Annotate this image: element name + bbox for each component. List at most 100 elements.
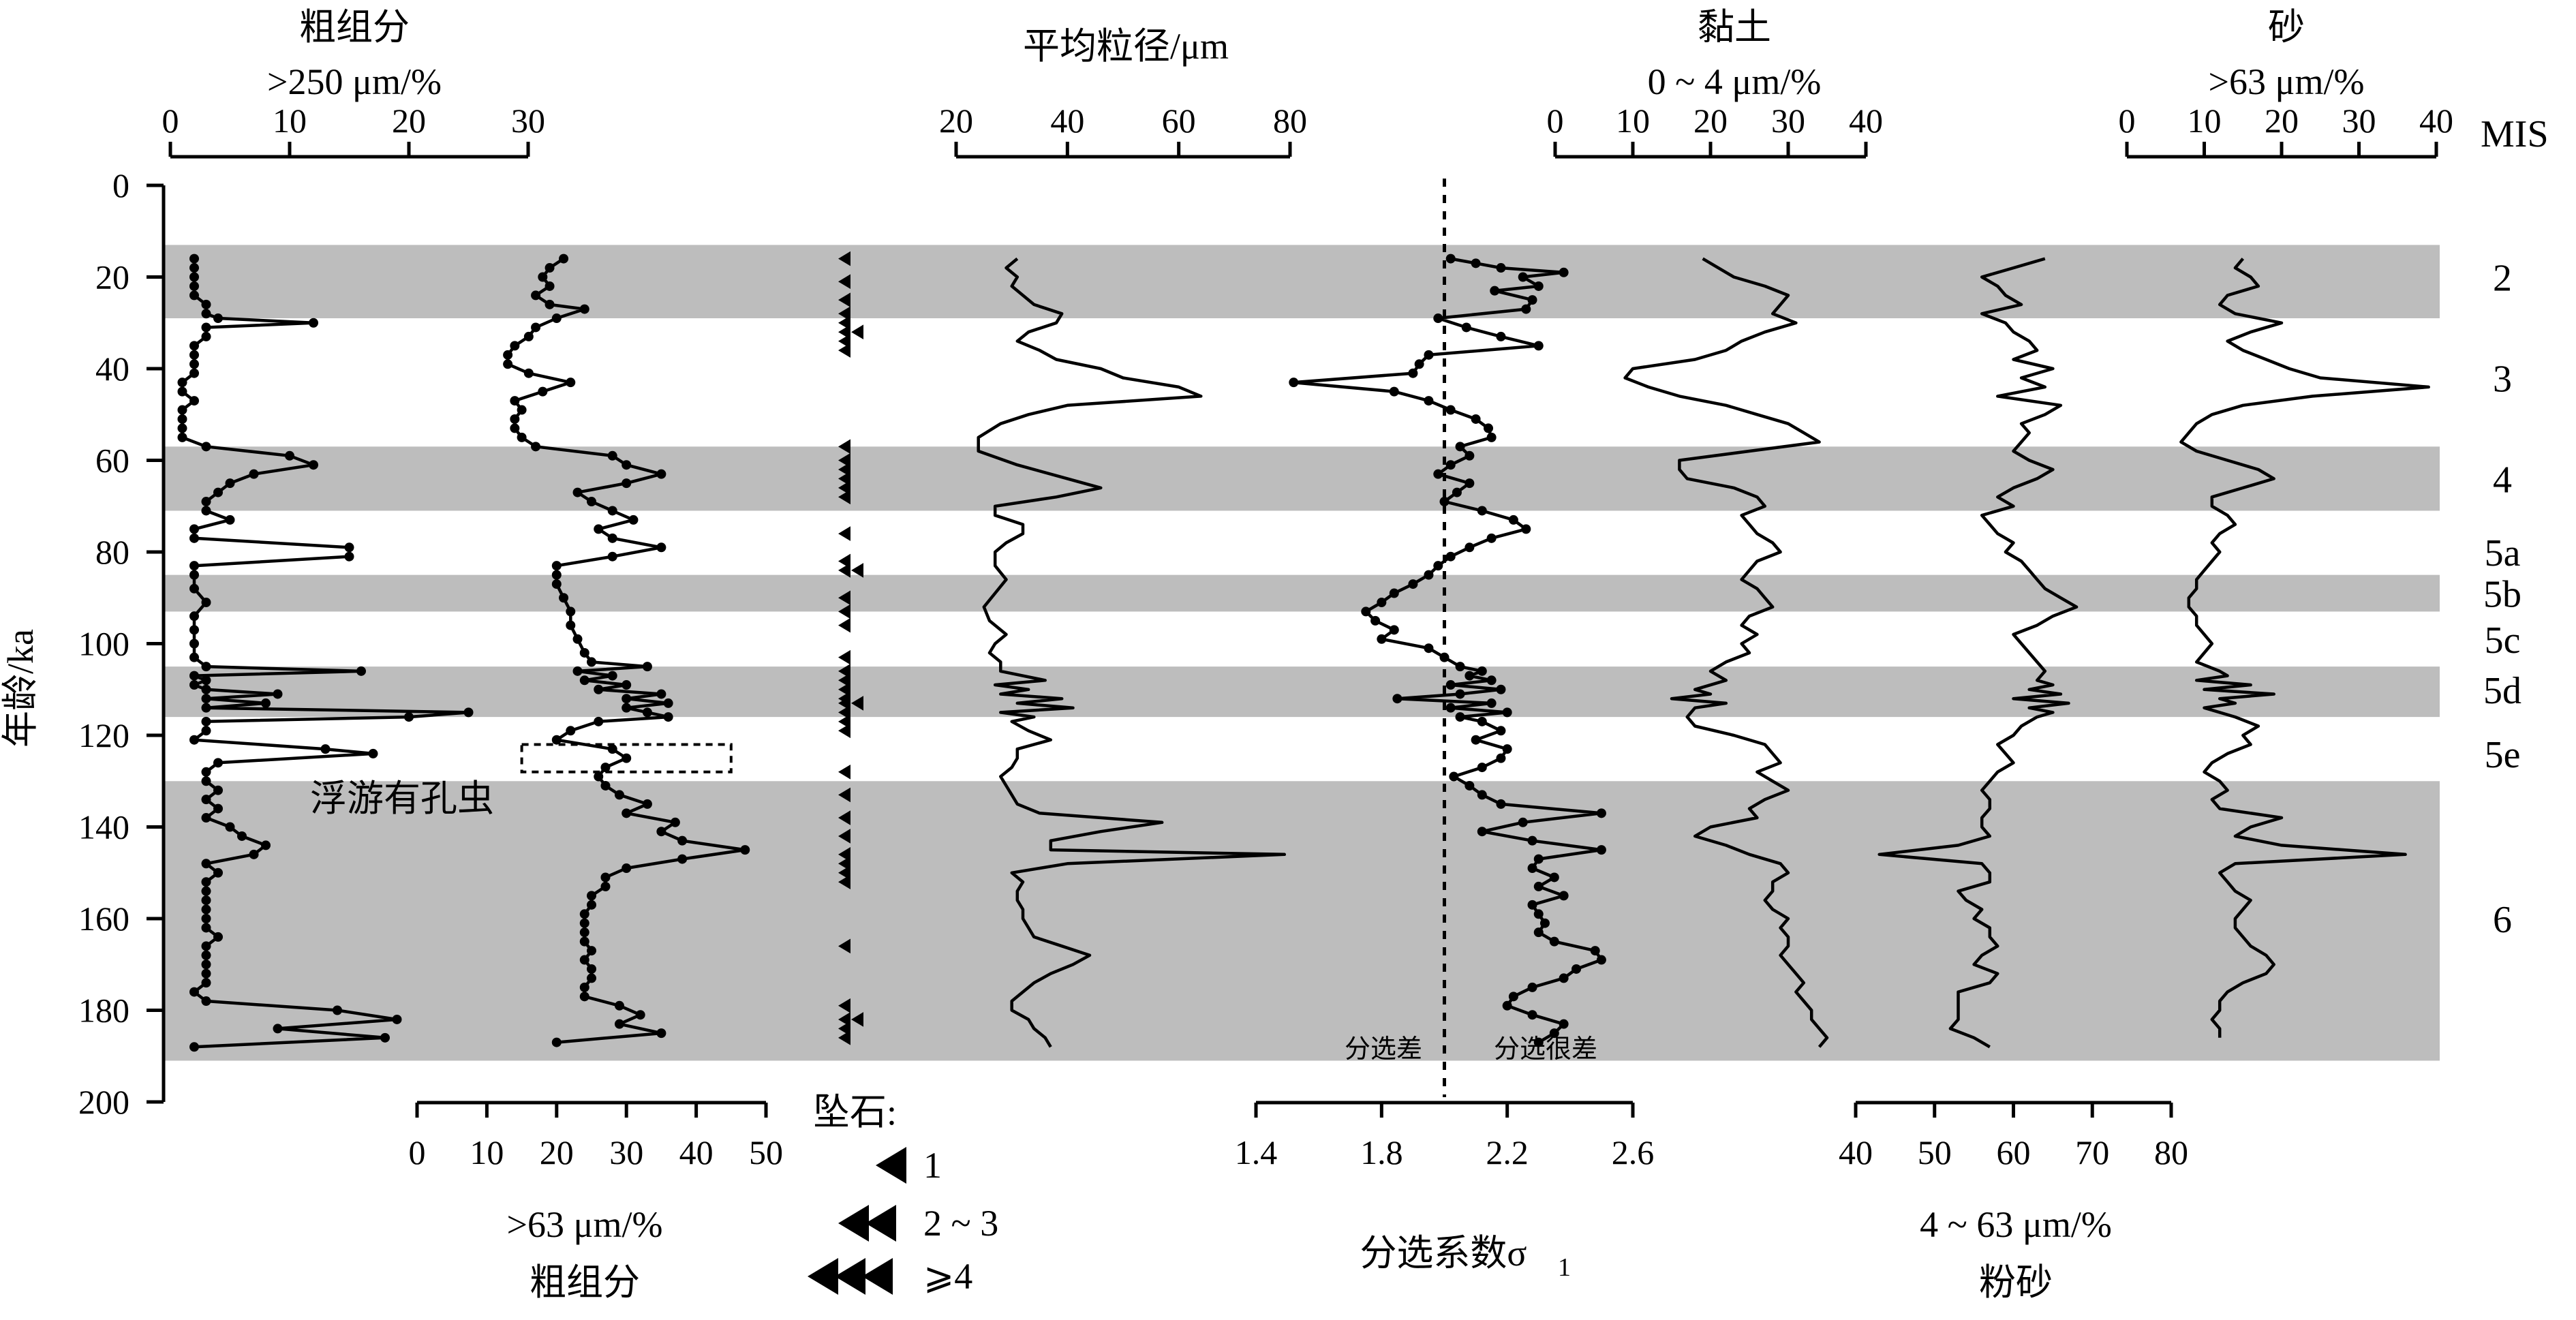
sorting-point-75 bbox=[1527, 863, 1537, 874]
coarse63-point-53 bbox=[642, 707, 652, 718]
coarse63-point-55 bbox=[594, 716, 604, 726]
coarse250-point-24 bbox=[309, 460, 318, 470]
age-tick-label-40: 40 bbox=[95, 350, 129, 388]
sorting-note-very-poor: 分选很差 bbox=[1494, 1035, 1597, 1064]
meansize-tick-label-80: 80 bbox=[1273, 102, 1307, 140]
coarse250-point-39 bbox=[189, 611, 199, 621]
sorting-point-39 bbox=[1389, 588, 1399, 598]
coarse63-unit: >63 μm/% bbox=[507, 1204, 663, 1245]
coarse250-point-73 bbox=[201, 877, 211, 887]
sorting-point-93 bbox=[1549, 1028, 1559, 1039]
coarse250-point-46 bbox=[201, 675, 211, 686]
sorting-point-5 bbox=[1533, 281, 1544, 291]
age-tick-label-0: 0 bbox=[112, 166, 129, 204]
sorting-point-28 bbox=[1452, 487, 1462, 497]
coarse63-point-58 bbox=[607, 744, 617, 754]
ird-legend-marker-2-0 bbox=[808, 1258, 838, 1295]
coarse250-point-52 bbox=[201, 703, 211, 713]
coarse250-point-30 bbox=[225, 515, 235, 525]
coarse63-point-17 bbox=[517, 405, 527, 415]
coarse63-point-41 bbox=[579, 647, 589, 658]
sorting-point-78 bbox=[1559, 891, 1569, 901]
coarse63-point-36 bbox=[551, 579, 562, 589]
coarse250-point-14 bbox=[189, 368, 199, 378]
coarse63-point-29 bbox=[628, 515, 639, 525]
coarse250-tick-label-0: 0 bbox=[162, 102, 179, 140]
sand-tick-label-10: 10 bbox=[2188, 102, 2222, 140]
coarse63-point-60 bbox=[600, 763, 611, 773]
mis-stage-2: 2 bbox=[2493, 258, 2512, 300]
ird-marker-37-0 bbox=[838, 938, 850, 954]
ird-marker-31-0 bbox=[838, 810, 850, 825]
coarse250-point-89 bbox=[273, 1024, 283, 1034]
sorting-point-31 bbox=[1508, 515, 1518, 525]
sorting-point-65 bbox=[1449, 771, 1459, 782]
mis-stage-5b: 5b bbox=[2483, 574, 2521, 616]
sorting-point-44 bbox=[1377, 634, 1387, 644]
coarse250-point-43 bbox=[201, 662, 211, 672]
coarse250-title: 粗组分 bbox=[299, 7, 410, 48]
sorting-point-40 bbox=[1377, 597, 1387, 607]
coarse250-point-83 bbox=[201, 968, 211, 979]
coarse250-point-61 bbox=[201, 767, 211, 777]
sorting-point-80 bbox=[1533, 909, 1544, 919]
clay-line bbox=[1623, 257, 1829, 1048]
coarse250-point-1 bbox=[189, 263, 199, 273]
sorting-point-71 bbox=[1477, 827, 1487, 837]
sorting-point-13 bbox=[1424, 350, 1434, 360]
ird-legend-label-1: 2 ~ 3 bbox=[923, 1203, 998, 1244]
sorting-point-56 bbox=[1445, 703, 1456, 713]
sorting-point-88 bbox=[1527, 982, 1537, 992]
ird-marker-14-0 bbox=[838, 526, 850, 541]
clay-tick-label-40: 40 bbox=[1849, 102, 1883, 140]
coarse63-point-18 bbox=[510, 414, 520, 424]
ird-marker-39-1 bbox=[851, 1012, 863, 1027]
ird-marker-13-0 bbox=[838, 489, 850, 505]
coarse250-point-68 bbox=[237, 831, 247, 841]
coarse63-point-16 bbox=[510, 396, 520, 406]
clay-unit: 0 ~ 4 μm/% bbox=[1648, 61, 1822, 102]
sorting-point-30 bbox=[1477, 506, 1487, 516]
coarse250-point-0 bbox=[189, 254, 199, 264]
coarse63-point-84 bbox=[579, 982, 589, 992]
coarse250-point-64 bbox=[201, 795, 211, 805]
coarse63-point-85 bbox=[579, 992, 589, 1002]
silt-unit: 4 ~ 63 μm/% bbox=[1920, 1204, 2112, 1245]
coarse250-point-16 bbox=[177, 386, 187, 397]
sorting-point-68 bbox=[1496, 799, 1506, 809]
sorting-point-77 bbox=[1533, 881, 1544, 891]
ird-marker-17-0 bbox=[838, 590, 850, 606]
sorting-point-62 bbox=[1502, 744, 1512, 754]
coarse63-point-32 bbox=[656, 542, 666, 553]
sorting-point-26 bbox=[1433, 469, 1443, 479]
meansize-tick-label-20: 20 bbox=[939, 102, 973, 140]
sorting-point-3 bbox=[1559, 267, 1569, 277]
sorting-point-72 bbox=[1527, 835, 1537, 846]
coarse63-point-86 bbox=[614, 1000, 624, 1011]
coarse250-point-88 bbox=[392, 1014, 402, 1024]
coarse250-point-53 bbox=[463, 707, 474, 718]
coarse250-point-55 bbox=[201, 716, 211, 726]
coarse63-point-63 bbox=[614, 790, 624, 800]
coarse63-point-34 bbox=[551, 561, 562, 571]
sorting-note-poor: 分选差 bbox=[1345, 1035, 1422, 1064]
sorting-point-59 bbox=[1477, 716, 1487, 726]
clay-title: 黏土 bbox=[1698, 7, 1771, 48]
coarse63-point-88 bbox=[614, 1019, 624, 1029]
coarse63-point-44 bbox=[572, 666, 583, 676]
sorting-point-57 bbox=[1502, 707, 1512, 718]
coarse63-point-83 bbox=[587, 973, 596, 983]
ird-marker-19-0 bbox=[838, 617, 850, 633]
sorting-title: 分选系数σ bbox=[1360, 1233, 1527, 1274]
silt-tick-label-80: 80 bbox=[2154, 1133, 2188, 1171]
coarse63-point-46 bbox=[579, 675, 589, 686]
sorting-point-8 bbox=[1521, 304, 1531, 314]
silt-tick-label-60: 60 bbox=[1997, 1133, 2031, 1171]
coarse63-point-14 bbox=[566, 378, 576, 388]
coarse63-point-30 bbox=[594, 524, 604, 534]
sorting-point-21 bbox=[1484, 423, 1494, 433]
coarse250-point-23 bbox=[285, 450, 294, 461]
ird-marker-2-0 bbox=[838, 292, 850, 307]
clay-tick-label-20: 20 bbox=[1693, 102, 1728, 140]
coarse250-point-3 bbox=[189, 281, 199, 291]
